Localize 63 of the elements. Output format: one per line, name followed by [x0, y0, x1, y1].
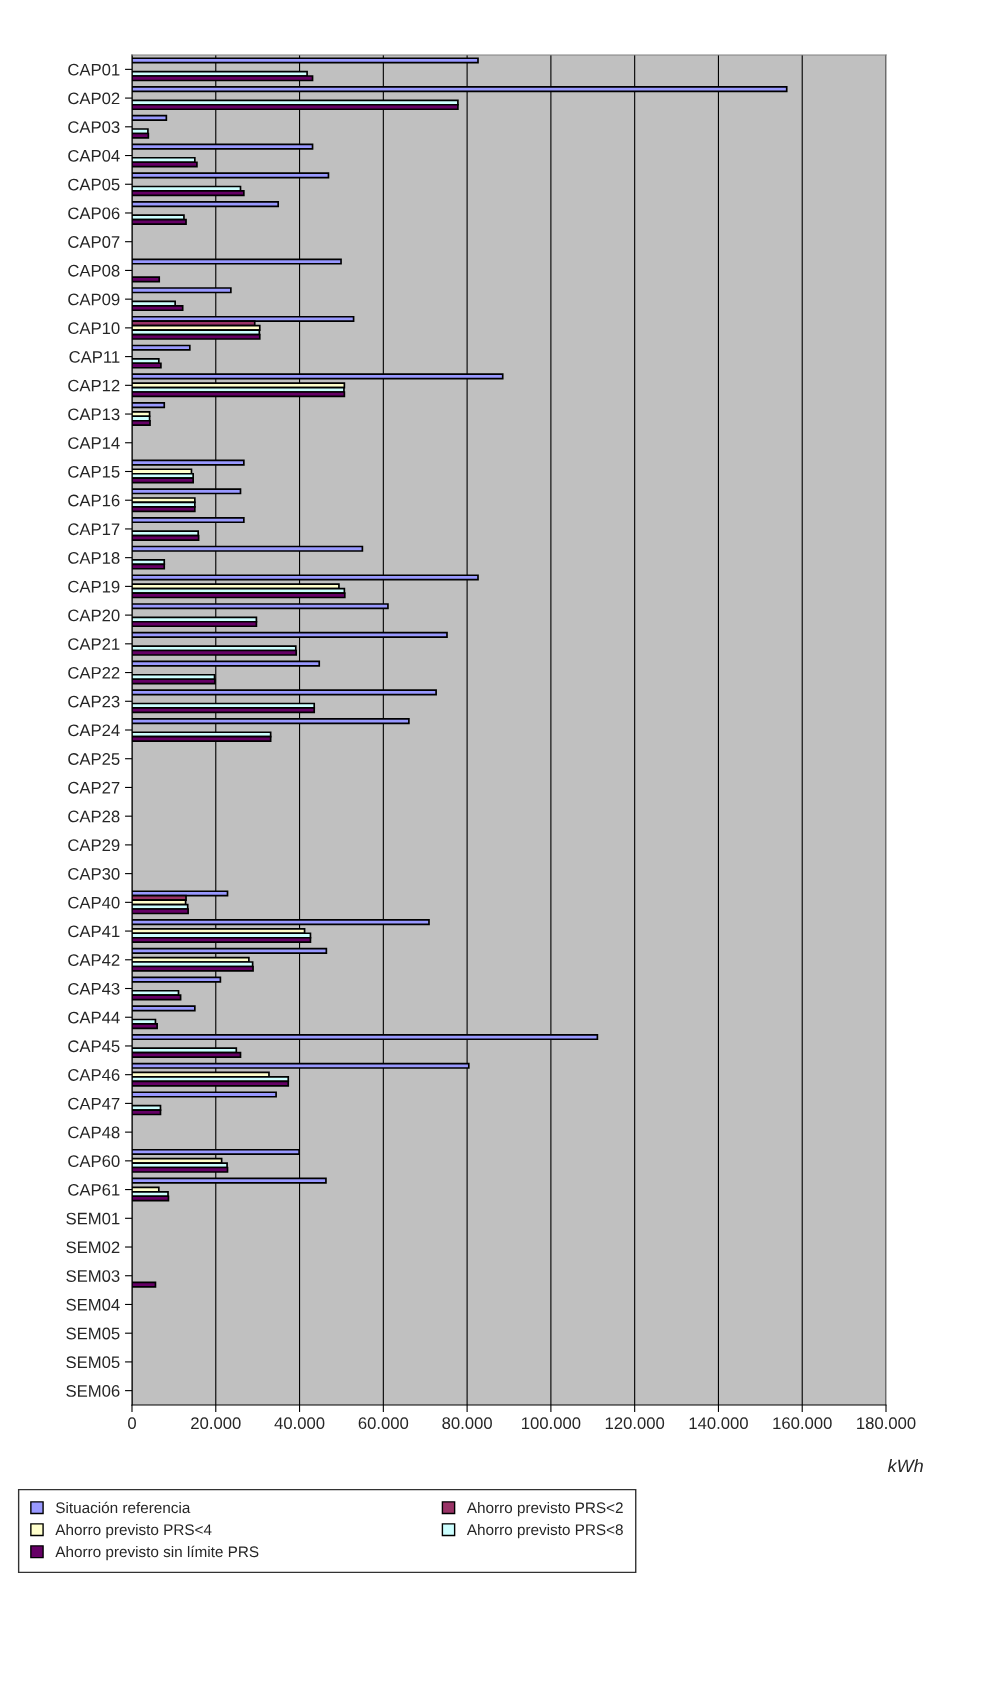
y-tick-label: SEM04	[66, 1298, 120, 1311]
y-tick-label: CAP11	[69, 351, 120, 363]
y-tick-label: CAP43	[68, 982, 120, 995]
y-tick-label: CAP09	[68, 293, 120, 306]
y-tick-label: CAP48	[68, 1126, 120, 1139]
y-tick-label: SEM05	[66, 1356, 120, 1369]
y-tick-label: CAP41	[68, 925, 120, 938]
y-tick-label: CAP28	[68, 810, 120, 823]
y-tick-label: CAP12	[68, 379, 120, 392]
y-tick-label: CAP05	[68, 178, 120, 191]
x-tick-label: 20.000	[191, 1417, 241, 1430]
x-tick-label: 60.000	[358, 1417, 409, 1430]
y-tick-label: CAP01	[68, 63, 120, 76]
y-tick-label: CAP15	[68, 465, 120, 478]
y-tick-label: CAP22	[68, 666, 120, 679]
y-tick-label: CAP14	[68, 437, 120, 449]
y-tick-label: CAP27	[68, 781, 120, 794]
y-tick-label: CAP47	[68, 1097, 120, 1110]
y-tick-label: SEM02	[66, 1241, 120, 1254]
y-tick-label: CAP29	[68, 839, 120, 852]
y-tick-label: SEM05	[66, 1327, 120, 1340]
y-tick-label: CAP17	[68, 523, 120, 536]
y-tick-label: CAP03	[68, 121, 120, 134]
y-tick-label: CAP10	[68, 322, 120, 335]
y-tick-label: CAP20	[68, 609, 120, 622]
legend-label: Ahorro previsto PRS<2	[466, 1501, 623, 1517]
x-tick-label: 160.000	[773, 1417, 832, 1430]
x-tick-label: 120.000	[605, 1417, 665, 1430]
y-tick-label: CAP02	[68, 92, 120, 105]
y-tick-label: CAP40	[68, 896, 120, 909]
y-tick-label: CAP06	[68, 207, 120, 220]
x-tick-label: 100.000	[522, 1417, 581, 1430]
x-tick-label: 0	[128, 1417, 136, 1430]
y-tick-label: CAP08	[68, 264, 120, 277]
y-tick-label: CAP21	[68, 638, 120, 651]
x-axis-title: kWh	[887, 1459, 923, 1473]
y-tick-label: CAP44	[68, 1011, 120, 1024]
y-tick-label: SEM01	[66, 1212, 120, 1225]
legend-label: Ahorro previsto PRS<4	[55, 1523, 212, 1539]
y-tick-label: CAP61	[68, 1183, 120, 1196]
y-tick-label: CAP42	[68, 954, 120, 966]
y-tick-label: CAP23	[68, 695, 120, 708]
y-tick-label: CAP60	[68, 1155, 120, 1168]
y-tick-label: CAP13	[68, 408, 120, 421]
y-tick-label: CAP07	[68, 236, 120, 248]
y-tick-label: CAP16	[68, 494, 120, 507]
y-tick-label: CAP46	[68, 1069, 120, 1081]
y-tick-label: CAP30	[68, 868, 120, 880]
legend-label: Ahorro previsto sin límite PRS	[55, 1545, 259, 1561]
x-tick-label: 80.000	[442, 1417, 492, 1430]
x-tick-label: 140.000	[689, 1417, 748, 1430]
x-tick-label: 180.000	[857, 1417, 916, 1430]
y-tick-label: CAP25	[68, 753, 120, 765]
y-tick-label: CAP04	[68, 149, 120, 162]
y-tick-label: CAP24	[68, 724, 120, 737]
legend-label: Ahorro previsto PRS<8	[466, 1523, 623, 1539]
y-tick-label: CAP18	[68, 552, 120, 564]
x-tick-label: 40.000	[274, 1417, 325, 1430]
legend-label: Situación referencia	[56, 1501, 191, 1514]
y-tick-label: CAP45	[68, 1040, 120, 1053]
y-tick-label: SEM06	[66, 1385, 120, 1397]
y-tick-label: CAP19	[68, 580, 120, 593]
y-tick-label: SEM03	[66, 1270, 120, 1282]
